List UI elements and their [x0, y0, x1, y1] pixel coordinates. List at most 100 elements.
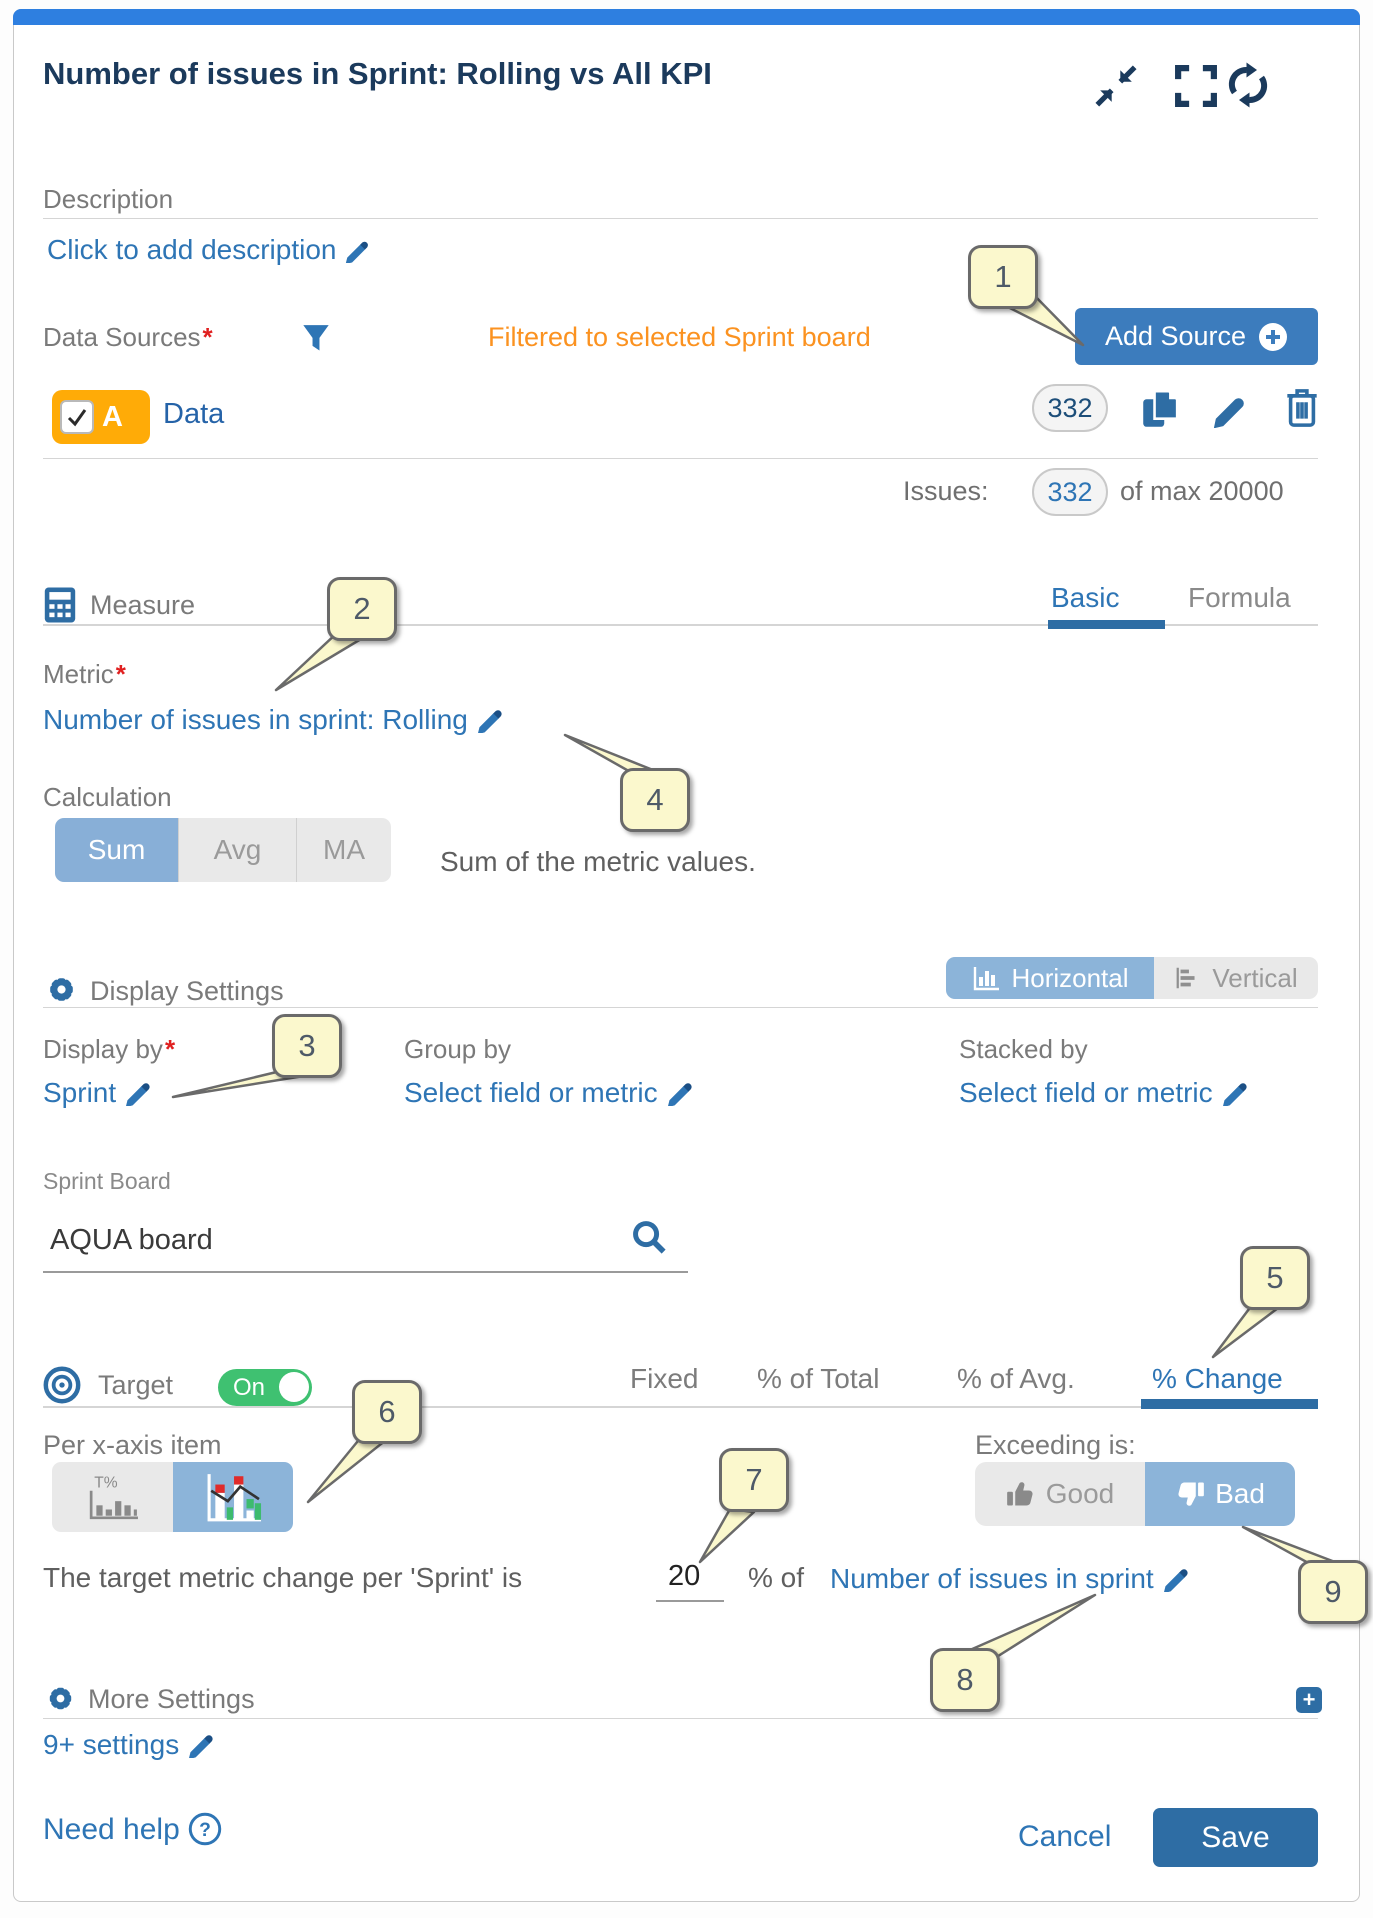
- more-settings-label: More Settings: [88, 1684, 255, 1714]
- group-by-value-link[interactable]: Select field or metric: [404, 1076, 696, 1109]
- metric-label: Metric*: [43, 659, 126, 689]
- save-button[interactable]: Save: [1153, 1808, 1318, 1867]
- add-description-link[interactable]: Click to add description: [47, 234, 372, 266]
- callout-9: 9: [1298, 1560, 1368, 1624]
- edit-pencil-icon[interactable]: [666, 1076, 696, 1106]
- sprint-board-label: Sprint Board: [43, 1168, 171, 1194]
- stacked-by-label: Stacked by: [959, 1034, 1088, 1064]
- exceeding-good-button[interactable]: Good: [975, 1462, 1145, 1526]
- thumbs-down-icon: [1175, 1479, 1205, 1509]
- orientation-vertical-button[interactable]: Vertical: [1154, 957, 1318, 999]
- cancel-button[interactable]: Cancel: [1018, 1820, 1112, 1853]
- delete-source-icon[interactable]: [1282, 386, 1322, 435]
- calc-sum-button[interactable]: Sum: [55, 818, 178, 882]
- source-checkbox[interactable]: [60, 400, 94, 434]
- orientation-horizontal-button[interactable]: Horizontal: [946, 957, 1154, 999]
- calculation-hint: Sum of the metric values.: [440, 846, 756, 877]
- gear-icon: [43, 971, 80, 1013]
- input-underline: [656, 1600, 724, 1602]
- tab-of-avg[interactable]: % of Avg.: [957, 1363, 1075, 1394]
- edit-pencil-icon[interactable]: [476, 703, 506, 733]
- need-help-link[interactable]: Need help ?: [43, 1812, 222, 1847]
- target-sentence-prefix: The target metric change per 'Sprint' is: [43, 1562, 523, 1593]
- toggle-knob: [279, 1372, 309, 1402]
- dialog-panel: [13, 9, 1360, 1902]
- display-by-label: Display by*: [43, 1034, 176, 1064]
- tab-basic[interactable]: Basic: [1051, 582, 1120, 613]
- target-sentence-mid: % of: [748, 1562, 805, 1593]
- tab-change-active-underline: [1141, 1399, 1318, 1409]
- sprint-board-input[interactable]: AQUA board: [50, 1224, 213, 1256]
- callout-5: 5: [1240, 1246, 1310, 1310]
- stacked-by-value-link[interactable]: Select field or metric: [959, 1076, 1251, 1109]
- source-count-badge: 332: [1032, 384, 1108, 432]
- plus-circle-icon: [1258, 322, 1288, 352]
- settings-summary-link[interactable]: 9+ settings: [43, 1728, 217, 1761]
- target-line-style-button[interactable]: [173, 1462, 293, 1532]
- tab-of-total[interactable]: % of Total: [757, 1363, 880, 1394]
- fullscreen-icon[interactable]: [1174, 64, 1218, 113]
- callout-1: 1: [968, 245, 1038, 309]
- collapse-icon[interactable]: [1093, 63, 1139, 114]
- measure-label: Measure: [90, 590, 196, 620]
- metric-value-link[interactable]: Number of issues in sprint: Rolling: [43, 703, 506, 736]
- vertical-chart-icon: [1174, 965, 1202, 991]
- source-key-letter: A: [102, 400, 123, 433]
- edit-source-icon[interactable]: [1212, 388, 1252, 433]
- copy-source-icon[interactable]: [1140, 386, 1182, 437]
- callout-6: 6: [352, 1380, 422, 1444]
- divider: [43, 218, 1318, 219]
- divider: [43, 1007, 1318, 1008]
- tab-fixed[interactable]: Fixed: [630, 1363, 699, 1394]
- edit-pencil-icon[interactable]: [124, 1076, 154, 1106]
- question-circle-icon[interactable]: ?: [188, 1812, 222, 1846]
- source-name-link[interactable]: Data: [163, 398, 225, 430]
- thumbs-up-icon: [1006, 1479, 1036, 1509]
- edit-pencil-icon[interactable]: [344, 235, 372, 263]
- target-percent-chart-icon: T%: [79, 1471, 147, 1523]
- expand-more-settings-button[interactable]: +: [1296, 1687, 1322, 1713]
- horizontal-chart-icon: [971, 965, 1001, 991]
- tab-percent-change[interactable]: % Change: [1152, 1363, 1283, 1394]
- divider: [43, 624, 1318, 626]
- gear-icon: [43, 1681, 78, 1721]
- calc-avg-button[interactable]: Avg: [178, 818, 296, 882]
- target-style-segmented: T%: [52, 1462, 293, 1532]
- divider: [43, 458, 1318, 459]
- callout-3: 3: [272, 1014, 342, 1078]
- issues-count-badge: 332: [1032, 468, 1108, 516]
- target-percent-style-button[interactable]: T%: [52, 1462, 173, 1532]
- target-percent-input[interactable]: 20: [668, 1560, 701, 1592]
- target-bullseye-icon: [43, 1366, 81, 1409]
- divider: [43, 1718, 1318, 1719]
- description-label: Description: [43, 184, 174, 214]
- dialog-accent-bar: [13, 9, 1360, 25]
- callout-8: 8: [930, 1648, 1000, 1712]
- filter-icon[interactable]: [302, 324, 330, 359]
- page-title: Number of issues in Sprint: Rolling vs A…: [43, 56, 712, 91]
- svg-text:?: ?: [199, 1820, 211, 1841]
- per-x-axis-label: Per x-axis item: [43, 1430, 222, 1460]
- edit-pencil-icon[interactable]: [187, 1728, 217, 1758]
- target-metric-link[interactable]: Number of issues in sprint: [830, 1562, 1192, 1595]
- calculation-label: Calculation: [43, 782, 172, 812]
- source-key-badge[interactable]: A: [52, 390, 150, 444]
- target-on-toggle[interactable]: On: [218, 1369, 312, 1406]
- data-sources-label: Data Sources*: [43, 322, 213, 352]
- add-source-button[interactable]: Add Source: [1075, 308, 1318, 365]
- refresh-icon[interactable]: [1224, 61, 1272, 114]
- exceeding-bad-button[interactable]: Bad: [1145, 1462, 1295, 1526]
- filtered-note: Filtered to selected Sprint board: [488, 322, 871, 352]
- calculation-segmented-control: Sum Avg MA: [55, 818, 391, 882]
- edit-pencil-icon[interactable]: [1221, 1076, 1251, 1106]
- calc-ma-button[interactable]: MA: [296, 818, 391, 882]
- calculator-icon: [43, 586, 77, 629]
- exceeding-segmented: Good Bad: [975, 1462, 1295, 1526]
- search-icon[interactable]: [630, 1218, 668, 1261]
- callout-4: 4: [620, 768, 690, 832]
- edit-pencil-icon[interactable]: [1162, 1562, 1192, 1592]
- exceeding-label: Exceeding is:: [975, 1430, 1136, 1460]
- divider: [43, 1406, 1318, 1408]
- tab-formula[interactable]: Formula: [1188, 582, 1291, 613]
- display-by-value-link[interactable]: Sprint: [43, 1076, 154, 1109]
